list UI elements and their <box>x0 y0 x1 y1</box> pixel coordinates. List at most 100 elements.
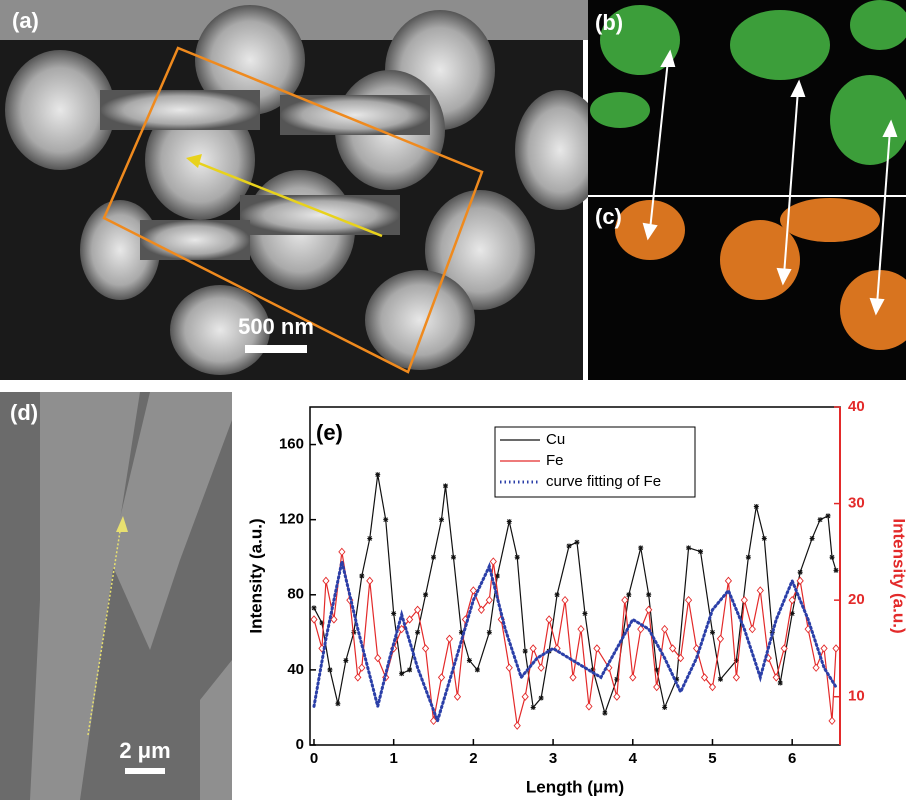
point <box>506 519 512 525</box>
series-line <box>313 551 837 726</box>
panel-c: (c) <box>588 197 906 380</box>
panel-d: (d) 2 μm <box>0 392 232 800</box>
x-tick-label: 0 <box>310 750 318 767</box>
point <box>513 721 521 730</box>
point <box>700 673 709 682</box>
point <box>653 682 661 692</box>
chart-title: (e) <box>316 420 343 445</box>
legend-label: curve fitting of Fe <box>546 473 661 490</box>
point <box>421 644 430 653</box>
point <box>414 605 422 614</box>
x-tick-label: 3 <box>549 750 557 767</box>
point <box>780 644 788 653</box>
panel-b: (b) <box>588 0 906 195</box>
point <box>825 513 831 519</box>
point <box>359 573 365 579</box>
point <box>366 576 374 586</box>
point <box>677 653 685 663</box>
point <box>338 547 346 557</box>
point <box>514 554 520 560</box>
x-tick-label: 1 <box>390 750 398 767</box>
scale-bar-label: 2 μm <box>119 738 170 763</box>
point <box>820 644 828 653</box>
x-tick-label: 4 <box>629 750 638 767</box>
point <box>466 658 472 663</box>
x-tick-label: 5 <box>708 750 716 767</box>
point <box>537 663 545 672</box>
point <box>423 592 429 598</box>
legend-item: Cu <box>500 431 565 448</box>
y2-tick-label: 30 <box>848 495 865 512</box>
point <box>772 673 780 682</box>
legend-item: curve fitting of Fe <box>500 473 661 490</box>
point <box>327 667 333 673</box>
panel-label: (d) <box>10 400 38 425</box>
point <box>437 673 446 682</box>
point <box>629 673 637 682</box>
point <box>569 673 577 682</box>
point <box>407 667 413 673</box>
point <box>590 667 596 673</box>
point <box>439 517 445 523</box>
point <box>638 545 644 551</box>
x-axis-label: Length (μm) <box>526 777 624 796</box>
point <box>358 663 366 672</box>
legend-label: Cu <box>546 431 565 448</box>
point <box>330 615 338 624</box>
point <box>343 658 349 663</box>
point <box>753 504 759 510</box>
legend-box <box>494 426 696 498</box>
point <box>367 535 373 541</box>
y-axis-label: Intensity (a.u.) <box>246 518 265 633</box>
point <box>486 629 492 635</box>
y2-tick-label: 20 <box>848 591 865 608</box>
point <box>777 680 783 686</box>
point <box>602 710 608 716</box>
point <box>797 569 803 575</box>
point <box>626 592 632 598</box>
y-tick-label: 80 <box>287 586 304 603</box>
point <box>582 611 588 617</box>
point <box>740 595 748 605</box>
point <box>521 692 529 701</box>
legend-item: Fe <box>500 452 564 469</box>
y-tick-label: 0 <box>296 736 304 753</box>
point <box>709 629 715 635</box>
point <box>684 595 693 605</box>
point <box>529 644 537 653</box>
point <box>661 624 669 634</box>
point <box>669 644 677 653</box>
chart: 0 1 2 3 4 5 6 0 40 80 120 160 10 20 30 40 Length (μm) Int… <box>246 398 906 797</box>
point <box>489 557 497 566</box>
point <box>613 692 621 701</box>
point <box>505 663 513 672</box>
point <box>445 634 454 643</box>
point <box>686 545 692 551</box>
point <box>415 629 421 635</box>
point <box>461 615 470 624</box>
point <box>832 644 840 653</box>
panel-label: (c) <box>595 204 622 229</box>
point <box>351 629 357 635</box>
y-tick-label: 160 <box>279 436 304 453</box>
point <box>585 702 593 711</box>
point <box>724 576 733 586</box>
x-tick-label: 2 <box>469 750 477 767</box>
point <box>756 586 764 595</box>
point <box>374 653 382 663</box>
scale-bar-label: 500 nm <box>238 314 314 339</box>
point <box>745 554 751 560</box>
point <box>474 667 480 673</box>
point <box>637 624 645 634</box>
point <box>391 611 397 617</box>
point <box>796 576 804 586</box>
point <box>698 549 704 555</box>
point <box>398 624 406 634</box>
panel-a: (a) 500 nm <box>0 0 605 380</box>
point <box>319 620 325 626</box>
point <box>788 595 796 605</box>
series-line <box>313 474 837 716</box>
point <box>708 682 717 692</box>
point <box>453 692 462 701</box>
